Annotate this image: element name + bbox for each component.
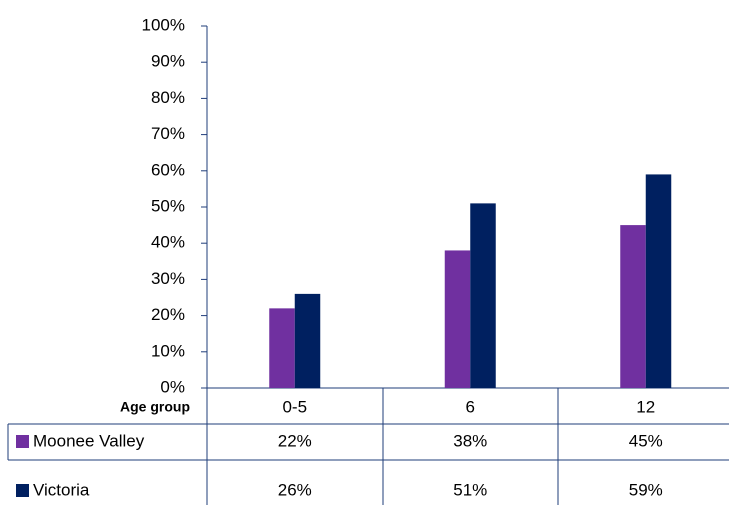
y-tick-label: 20% bbox=[151, 305, 185, 324]
y-tick-label: 100% bbox=[142, 15, 185, 34]
table-value: 51% bbox=[453, 480, 487, 499]
table-value: 26% bbox=[278, 480, 312, 499]
table-value: 59% bbox=[629, 480, 663, 499]
y-tick-label: 60% bbox=[151, 160, 185, 179]
y-tick-label: 30% bbox=[151, 269, 185, 288]
table-value: 45% bbox=[629, 431, 663, 450]
bar bbox=[269, 308, 295, 388]
x-tick-label: 12 bbox=[636, 397, 655, 416]
legend-key bbox=[16, 435, 29, 448]
bar bbox=[470, 203, 496, 388]
y-tick-label: 0% bbox=[160, 377, 185, 396]
x-axis-title: Age group bbox=[120, 399, 190, 415]
x-tick-label: 0-5 bbox=[282, 397, 307, 416]
bar bbox=[444, 250, 471, 388]
table-value: 22% bbox=[278, 431, 312, 450]
y-tick-label: 80% bbox=[151, 88, 185, 107]
y-tick-label: 70% bbox=[151, 124, 185, 143]
y-tick-label: 10% bbox=[151, 341, 185, 360]
table-value: 38% bbox=[453, 431, 487, 450]
y-tick-label: 90% bbox=[151, 52, 185, 71]
bar bbox=[645, 174, 672, 388]
y-tick-label: 40% bbox=[151, 233, 185, 252]
legend-key bbox=[16, 484, 29, 497]
x-tick-label: 6 bbox=[466, 397, 475, 416]
y-tick-label: 50% bbox=[151, 196, 185, 215]
legend-label: Victoria bbox=[33, 480, 90, 499]
bar bbox=[294, 293, 321, 388]
legend-label: Moonee Valley bbox=[33, 431, 145, 450]
bar bbox=[620, 225, 646, 388]
